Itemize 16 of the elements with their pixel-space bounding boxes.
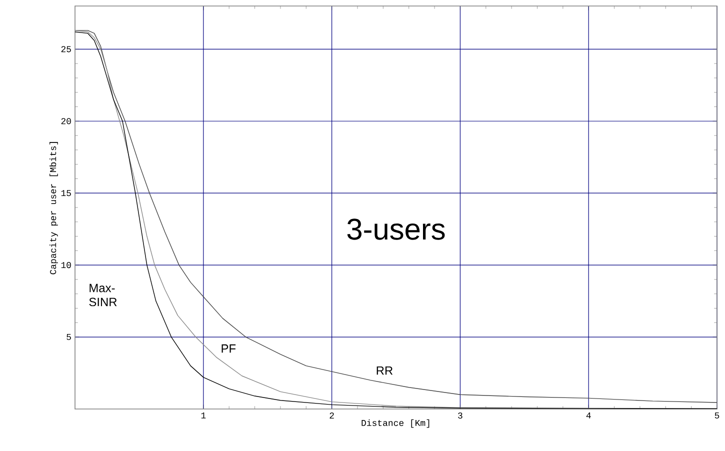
series-label: PF [222,344,236,353]
x-tick-label: 3 [458,412,462,419]
series-label: RR [376,366,393,375]
y-tick-label: 5 [66,334,71,340]
y-tick-label: 15 [61,190,71,196]
x-tick-label: 2 [330,412,334,419]
y-tick-label: 20 [61,118,71,124]
x-tick-label: 5 [714,412,720,419]
y-axis-title: Capacity per user [Mbits] [50,142,58,274]
x-tick-label: 4 [586,412,591,418]
legend-label: Max-SINR [89,284,117,306]
annotation: 3-users [347,218,445,240]
y-tick-label: 10 [61,262,71,268]
y-tick-label: 25 [61,46,71,52]
x-tick-label: 1 [201,412,206,418]
x-axis-title: Distance [Km] [362,419,430,428]
